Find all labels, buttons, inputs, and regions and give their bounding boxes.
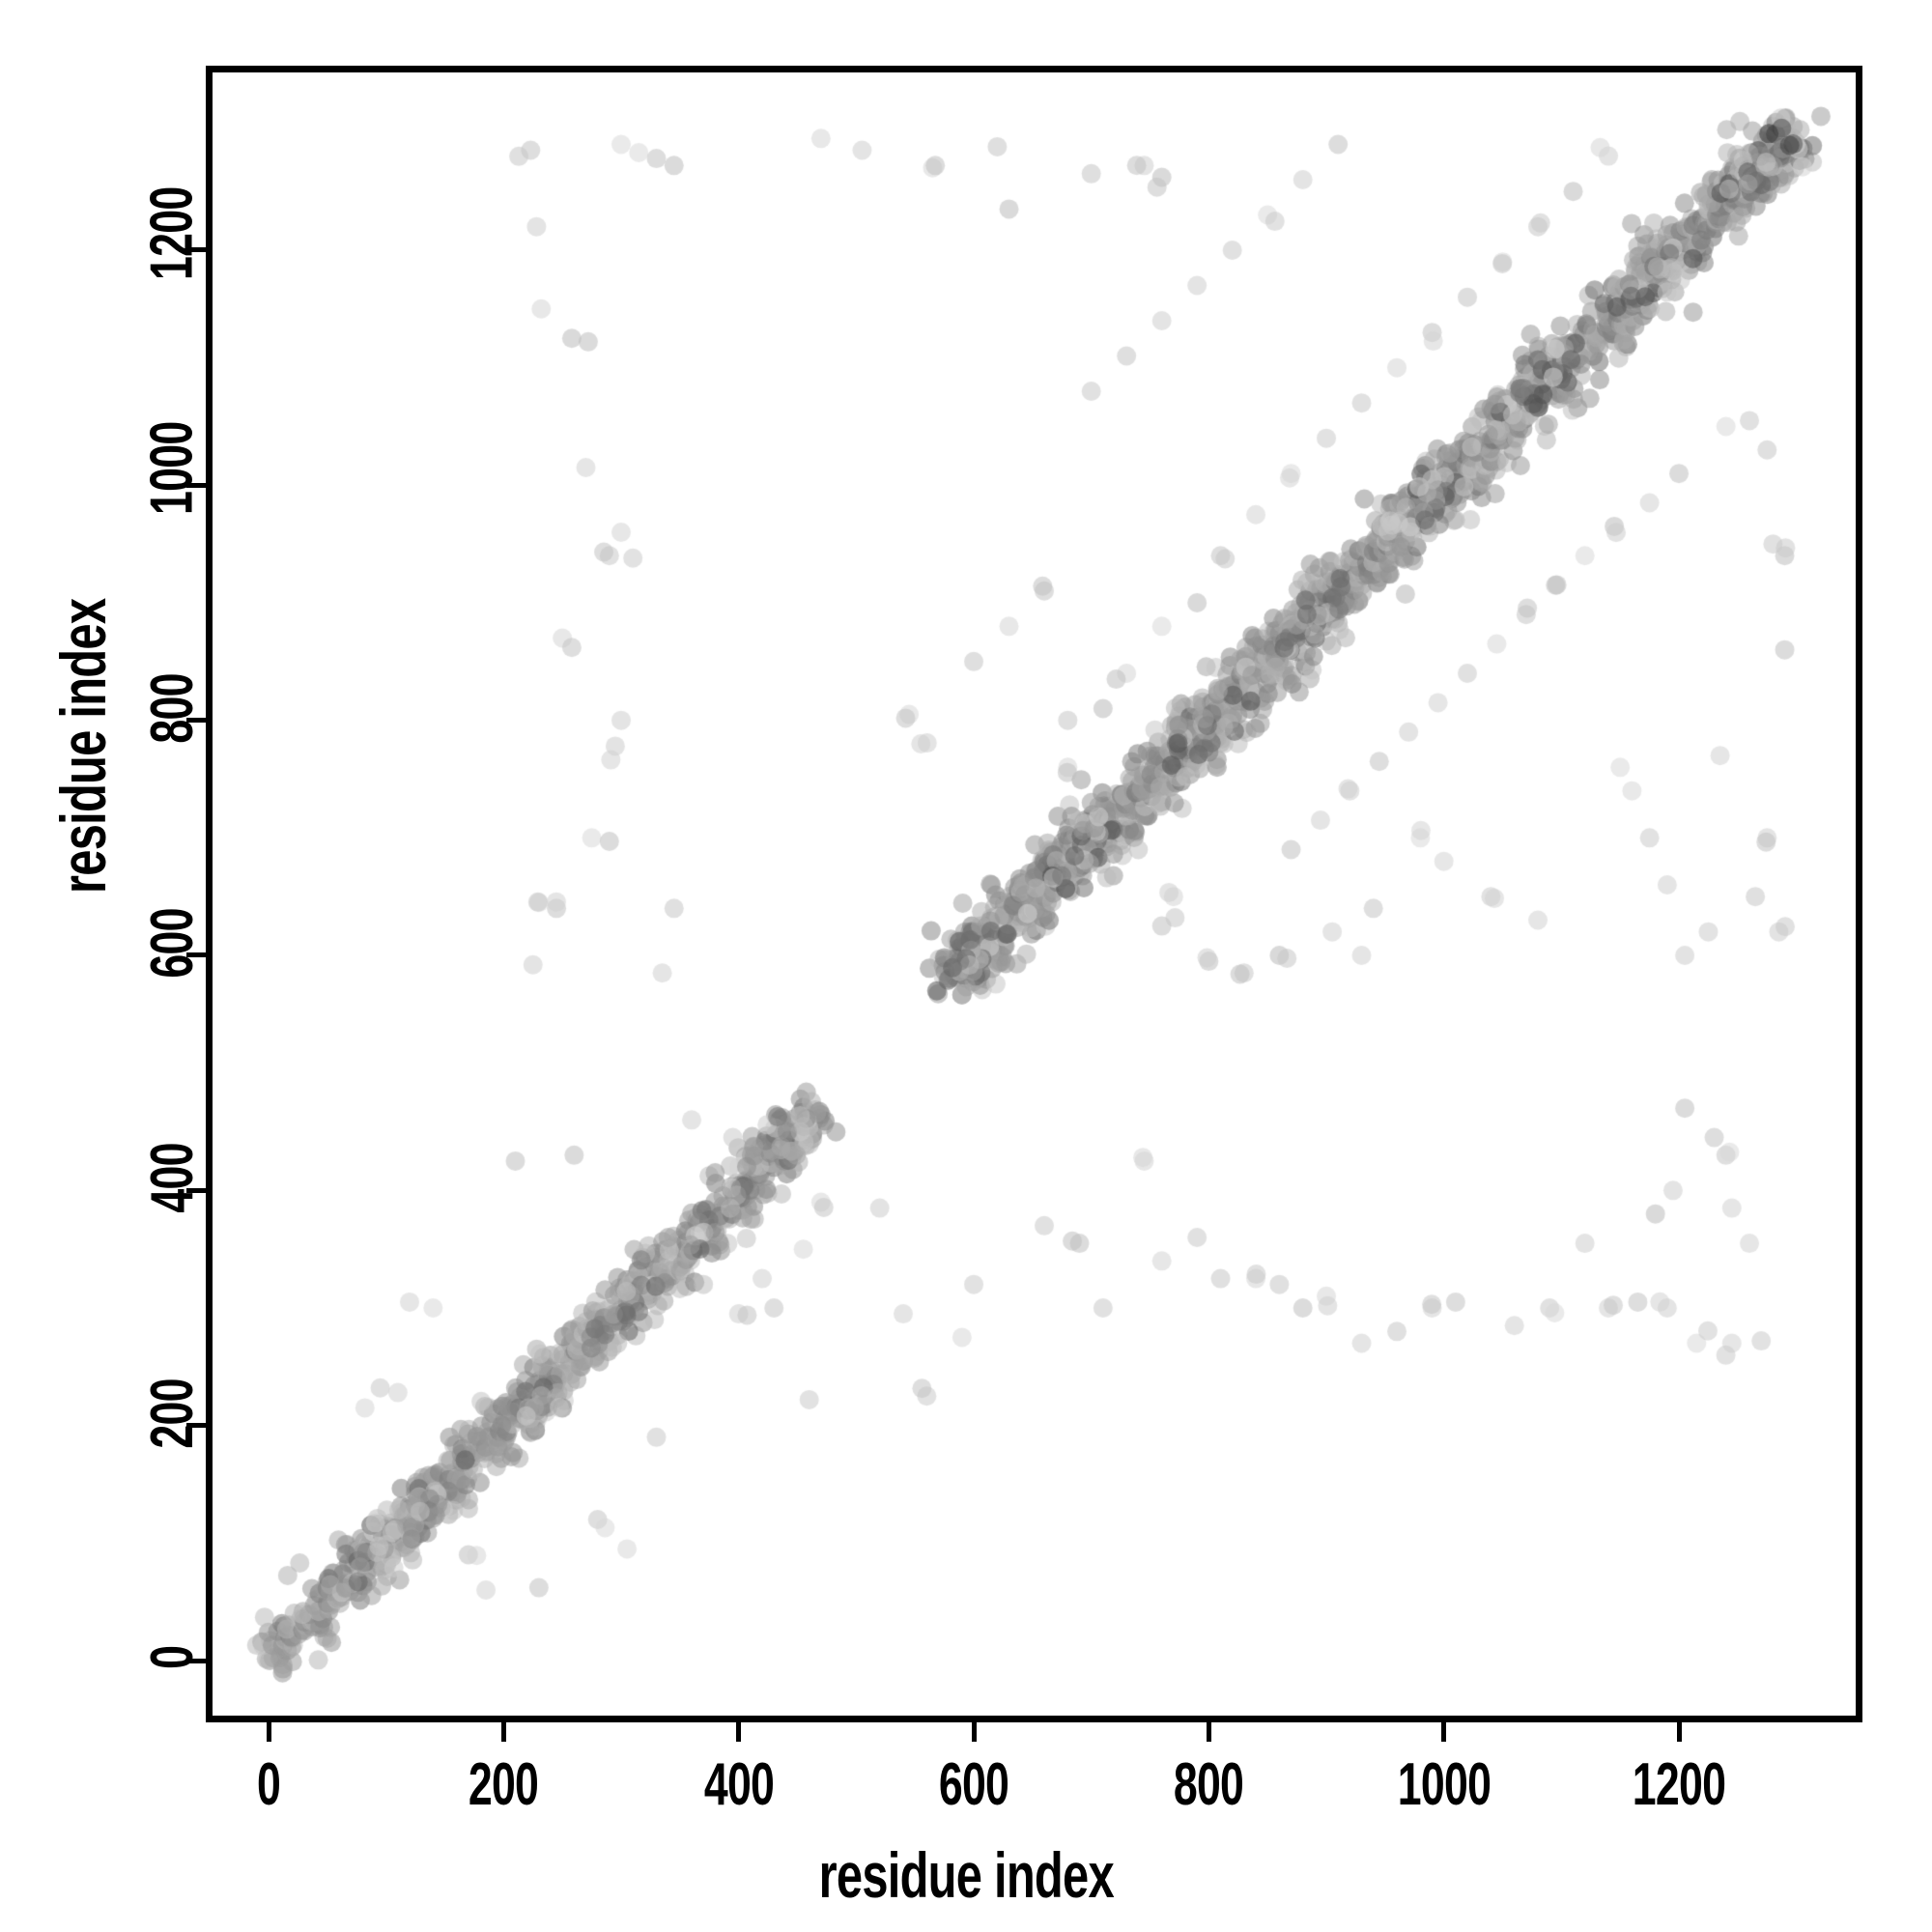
y-tick-label: 0 [138,1645,206,1669]
y-tick-mark [186,718,206,724]
y-tick-mark [186,482,206,488]
x-tick-label: 1200 [1632,1751,1726,1818]
x-tick-mark [1676,1722,1682,1742]
plot-frame [206,66,1862,1722]
x-tick-label: 0 [256,1751,281,1818]
y-tick-label: 800 [138,672,206,744]
y-axis-label: residue index [46,496,120,894]
scatter-points-canvas [213,72,1856,1716]
y-tick-mark [186,1187,206,1193]
x-tick-label: 400 [703,1751,775,1818]
y-tick-mark [186,247,206,253]
x-tick-mark [1206,1722,1211,1742]
y-tick-label: 600 [138,908,206,979]
x-tick-label: 600 [938,1751,1009,1818]
y-tick-mark [186,952,206,958]
x-tick-mark [266,1722,271,1742]
x-axis-label-text: residue index [818,1839,1114,1911]
y-axis-label-text: residue index [47,598,119,894]
y-tick-label: 400 [138,1143,206,1213]
y-tick-label: 1000 [138,421,206,516]
x-tick-mark [500,1722,506,1742]
x-tick-label: 1000 [1397,1751,1491,1818]
x-tick-label: 800 [1174,1751,1244,1818]
x-tick-mark [971,1722,977,1742]
y-tick-label: 1200 [138,186,206,280]
x-tick-label: 200 [469,1751,539,1818]
plot-area [213,72,1856,1716]
x-axis-label: residue index [0,1838,1932,1912]
y-tick-label: 200 [138,1378,206,1449]
x-tick-mark [1441,1722,1447,1742]
x-tick-mark [736,1722,742,1742]
y-tick-mark [186,1658,206,1663]
y-tick-mark [186,1423,206,1429]
